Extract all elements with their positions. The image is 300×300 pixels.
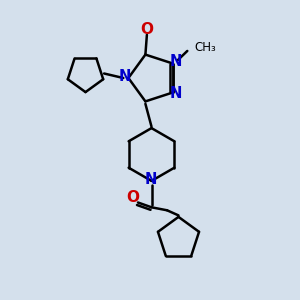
Text: O: O bbox=[126, 190, 139, 205]
Text: N: N bbox=[145, 172, 157, 187]
Text: N: N bbox=[170, 54, 182, 69]
Text: CH₃: CH₃ bbox=[194, 41, 216, 54]
Text: O: O bbox=[140, 22, 153, 37]
Text: N: N bbox=[118, 69, 131, 84]
Text: N: N bbox=[170, 86, 182, 101]
